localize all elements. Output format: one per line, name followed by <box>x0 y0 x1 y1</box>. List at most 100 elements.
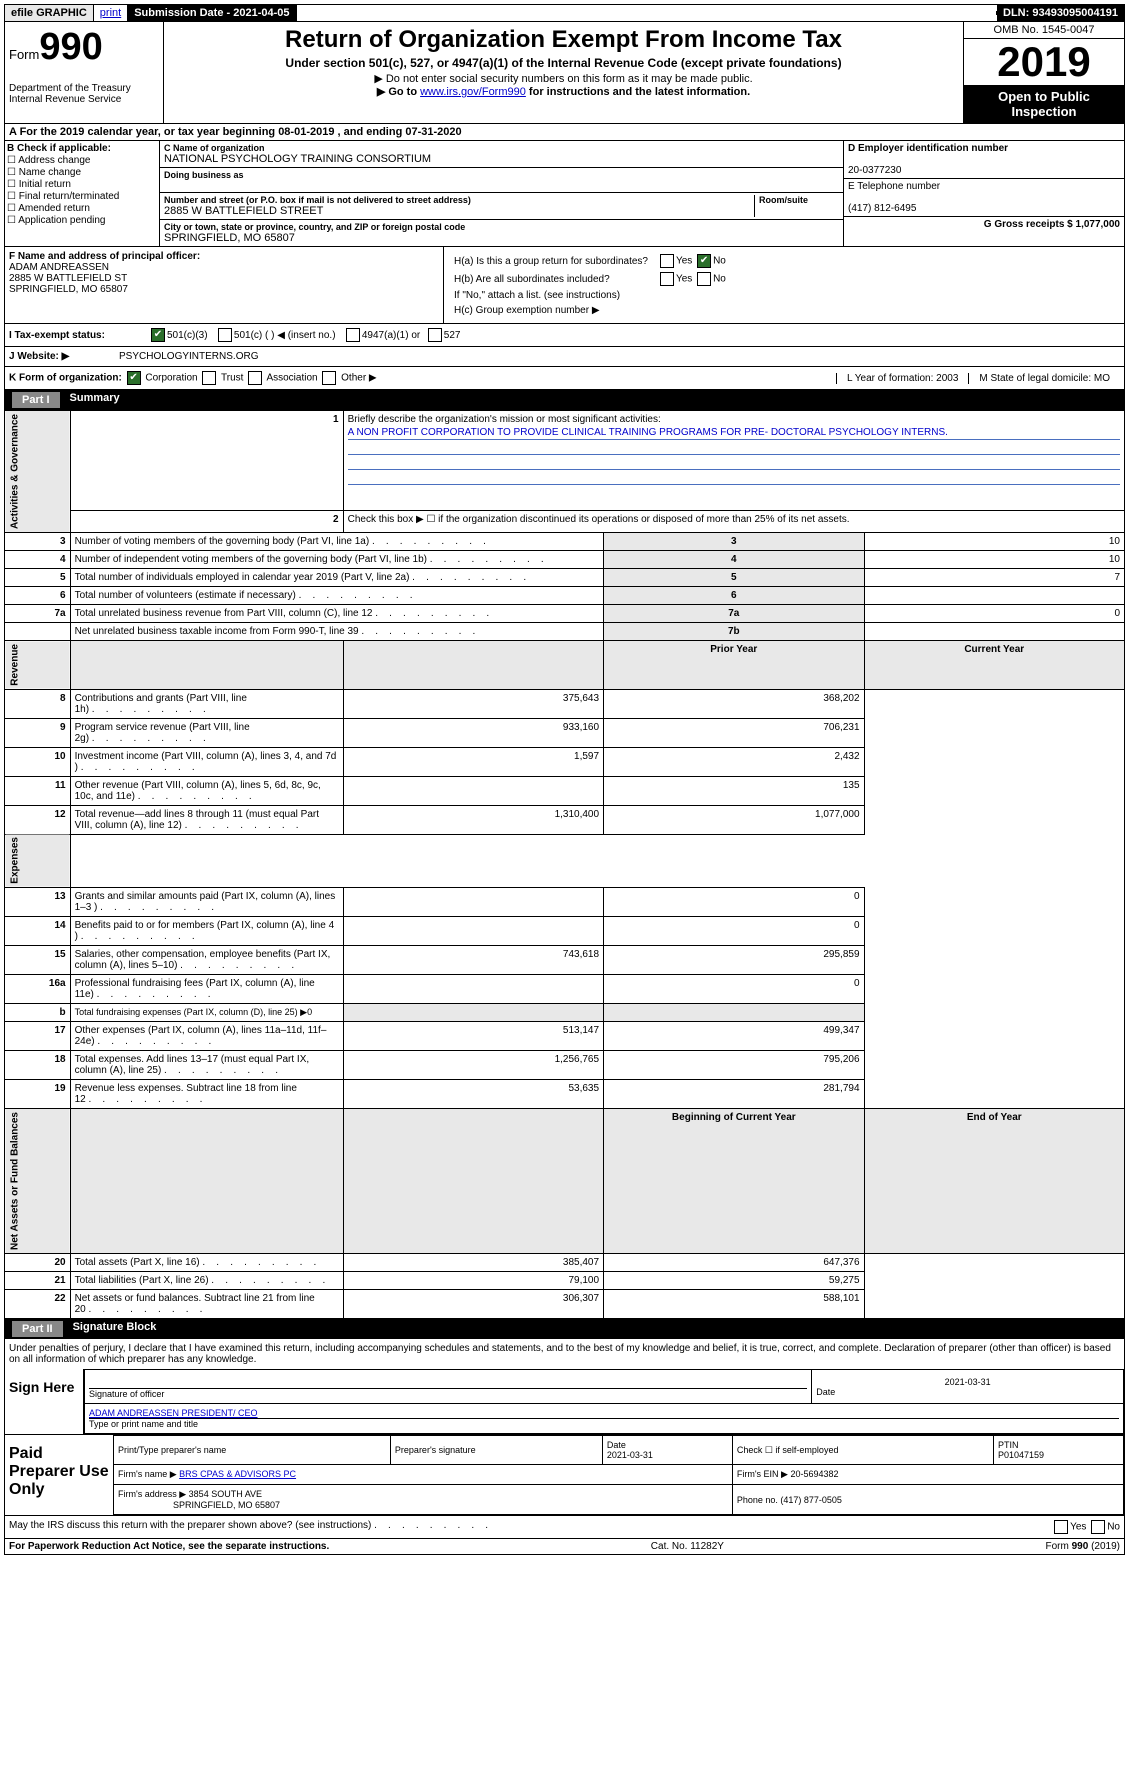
print-link[interactable]: print <box>100 7 121 19</box>
row-label: Total assets (Part X, line 16) <box>70 1254 343 1272</box>
firm-name-link[interactable]: BRS CPAS & ADVISORS PC <box>179 1469 296 1479</box>
q2-label: Check this box ▶ ☐ if the organization d… <box>343 510 1124 532</box>
addr-val: 2885 W BATTLEFIELD STREET <box>164 205 754 217</box>
prep-date: 2021-03-31 <box>607 1450 653 1460</box>
row-key: 5 <box>604 569 864 587</box>
row-curr: 2,432 <box>604 747 864 776</box>
chk-4947 <box>346 328 360 342</box>
row-num: 12 <box>5 805 71 834</box>
val-row: b Total fundraising expenses (Part IX, c… <box>5 1004 1125 1022</box>
row-label: Grants and similar amounts paid (Part IX… <box>70 888 343 917</box>
row-key: 7b <box>604 623 864 641</box>
row-prior: 53,635 <box>343 1080 603 1109</box>
row-prior: 933,160 <box>343 718 603 747</box>
row-prior: 1,597 <box>343 747 603 776</box>
k-row: K Form of organization: ✔ Corporation Tr… <box>4 367 1125 390</box>
main-title: Return of Organization Exempt From Incom… <box>172 26 955 54</box>
row-prior <box>343 975 603 1004</box>
row-label: Number of independent voting members of … <box>70 551 603 569</box>
blank-num2 <box>70 1109 343 1254</box>
m-state: M State of legal domicile: MO <box>968 373 1120 384</box>
officer-box: F Name and address of principal officer:… <box>5 247 444 323</box>
val-row: 17 Other expenses (Part IX, column (A), … <box>5 1022 1125 1051</box>
goto-suffix: for instructions and the latest informat… <box>526 86 750 98</box>
chk-assoc <box>248 371 262 385</box>
officer-addr2: SPRINGFIELD, MO 65807 <box>9 284 128 295</box>
org-name-row: C Name of organization NATIONAL PSYCHOLO… <box>160 141 843 168</box>
paid-label: Paid Preparer Use Only <box>5 1435 113 1515</box>
irs-link[interactable]: www.irs.gov/Form990 <box>420 86 526 98</box>
vtab-rev: Revenue <box>5 641 71 690</box>
row-curr: 295,859 <box>604 946 864 975</box>
paid-preparer-block: Paid Preparer Use Only Print/Type prepar… <box>4 1435 1125 1516</box>
gov-row: Net unrelated business taxable income fr… <box>5 623 1125 641</box>
chk-name: ☐ Name change <box>7 167 157 178</box>
row-prior <box>343 917 603 946</box>
row-label: Salaries, other compensation, employee b… <box>70 946 343 975</box>
chk-trust <box>202 371 216 385</box>
gross-row: G Gross receipts $ 1,077,000 <box>844 217 1124 232</box>
row-num <box>5 623 71 641</box>
val-row: 15 Salaries, other compensation, employe… <box>5 946 1125 975</box>
row-val: 0 <box>864 605 1124 623</box>
row-val: 7 <box>864 569 1124 587</box>
row-prior: 1,310,400 <box>343 805 603 834</box>
ein-row: D Employer identification number 20-0377… <box>844 141 1124 179</box>
val-row: 20 Total assets (Part X, line 16) 385,40… <box>5 1254 1125 1272</box>
footer: For Paperwork Reduction Act Notice, see … <box>4 1539 1125 1555</box>
prep-date-label: Date <box>607 1440 626 1450</box>
officer-name: ADAM ANDREASSEN <box>9 262 109 273</box>
blank-label <box>343 641 603 690</box>
val-row: 9 Program service revenue (Part VIII, li… <box>5 718 1125 747</box>
l-year: L Year of formation: 2003 <box>836 373 968 384</box>
row-num: 9 <box>5 718 71 747</box>
k-other: Other ▶ <box>341 373 376 384</box>
gov-row: 4 Number of independent voting members o… <box>5 551 1125 569</box>
k-assoc: Association <box>266 373 317 384</box>
chk-final: ☐ Final return/terminated <box>7 191 157 202</box>
website-row: J Website: ▶ PSYCHOLOGYINTERNS.ORG <box>4 347 1125 367</box>
col-current: Current Year <box>864 641 1124 690</box>
form-word: Form <box>9 47 39 62</box>
val-row: 18 Total expenses. Add lines 13–17 (must… <box>5 1051 1125 1080</box>
perjury-text: Under penalties of perjury, I declare th… <box>5 1339 1124 1369</box>
open-to-public: Open to Public Inspection <box>964 85 1124 123</box>
mission-blank3 <box>348 472 1120 485</box>
row-label: Other expenses (Part IX, column (A), lin… <box>70 1022 343 1051</box>
row-num: 20 <box>5 1254 71 1272</box>
firm-name-label: Firm's name ▶ <box>118 1469 177 1479</box>
row-curr: 281,794 <box>604 1080 864 1109</box>
box-c: C Name of organization NATIONAL PSYCHOLO… <box>160 141 844 246</box>
officer-label: F Name and address of principal officer: <box>9 251 200 262</box>
row-label: Contributions and grants (Part VIII, lin… <box>70 689 343 718</box>
row-curr: 368,202 <box>604 689 864 718</box>
row-val: 10 <box>864 551 1124 569</box>
sign-here: Sign Here <box>5 1369 84 1434</box>
part2-header: Part II Signature Block <box>4 1319 1125 1339</box>
footer-mid: Cat. No. 11282Y <box>651 1541 724 1552</box>
row-curr <box>604 1004 864 1022</box>
row-val <box>864 587 1124 605</box>
val-row: 22 Net assets or fund balances. Subtract… <box>5 1290 1125 1319</box>
chk-address: ☐ Address change <box>7 155 157 166</box>
hb-answer: Yes No <box>654 271 730 287</box>
part1-title: Part I <box>12 392 60 408</box>
vtab-net: Net Assets or Fund Balances <box>5 1109 71 1254</box>
efile-label: efile GRAPHIC <box>5 5 94 21</box>
part2-title: Part II <box>12 1321 63 1337</box>
row-curr: 0 <box>604 917 864 946</box>
box-b-title: B Check if applicable: <box>7 143 111 154</box>
chk-pending: ☐ Application pending <box>7 215 157 226</box>
dln: DLN: 93493095004191 <box>997 5 1124 21</box>
row-label: Total unrelated business revenue from Pa… <box>70 605 603 623</box>
h-attach: If "No," attach a list. (see instruction… <box>450 289 730 302</box>
officer-name-link[interactable]: ADAM ANDREASSEN PRESIDENT/ CEO <box>89 1408 258 1418</box>
section-f: F Name and address of principal officer:… <box>4 247 1125 324</box>
ha-label: H(a) Is this a group return for subordin… <box>450 253 652 269</box>
row-label: Revenue less expenses. Subtract line 18 … <box>70 1080 343 1109</box>
opt-amended: Amended return <box>18 203 90 214</box>
row-curr: 135 <box>604 776 864 805</box>
row-prior: 79,100 <box>343 1272 603 1290</box>
omb-number: OMB No. 1545-0047 <box>964 22 1124 39</box>
q1-num: 1 <box>70 411 343 511</box>
